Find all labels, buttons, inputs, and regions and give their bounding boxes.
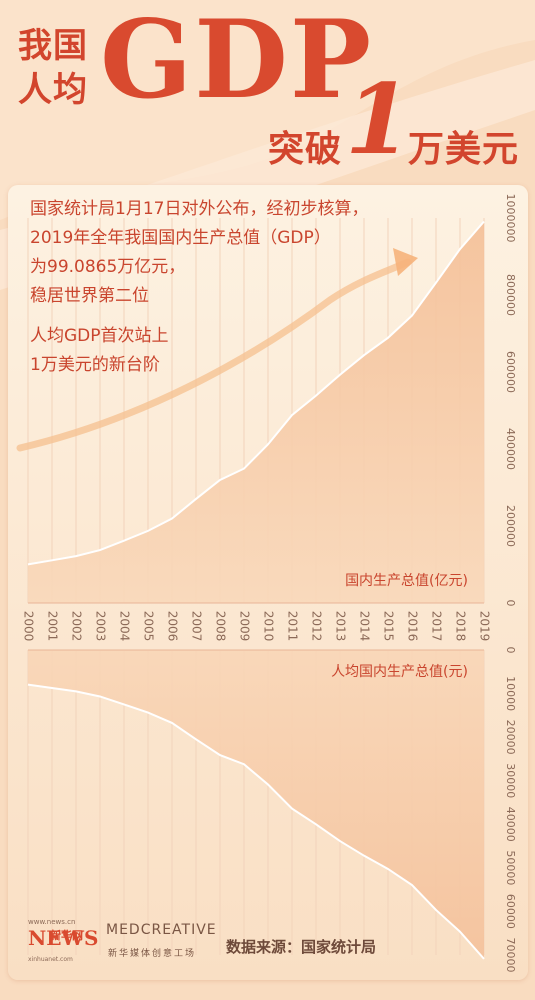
per-capita-area xyxy=(28,650,484,959)
x-tick-label: 2016 xyxy=(406,611,420,642)
y-tick-label-top: 200000 xyxy=(504,505,517,547)
logo2-main: MEDCREATIVE xyxy=(106,922,217,938)
x-tick-label: 2003 xyxy=(94,611,108,642)
y-axis-label-bottom: 人均国内生产总值(元) xyxy=(331,664,468,680)
title-line-1: 我国 xyxy=(18,26,88,66)
y-tick-label-bottom: 40000 xyxy=(504,807,517,842)
logo1-url: www.news.cn xyxy=(28,918,76,926)
y-tick-label-top: 400000 xyxy=(504,428,517,470)
y-tick-label-top: 1000000 xyxy=(504,194,517,243)
x-tick-label: 2012 xyxy=(310,611,324,642)
highlight-text: 人均GDP首次站上 1万美元的新台阶 xyxy=(30,322,330,380)
x-tick-label: 2014 xyxy=(358,611,372,642)
title-line-2: 人均 xyxy=(18,70,88,110)
x-tick-label: 2015 xyxy=(382,611,396,642)
y-axis-label-top: 国内生产总值(亿元) xyxy=(345,573,468,589)
x-tick-label: 2004 xyxy=(118,611,132,642)
trend-arrow xyxy=(16,258,412,452)
x-tick-label: 2008 xyxy=(214,611,228,642)
x-tick-label: 2010 xyxy=(262,611,276,642)
title-line-3b: 万美元 xyxy=(408,129,520,170)
per-capita-line xyxy=(27,683,485,960)
x-tick-label: 2009 xyxy=(238,611,252,642)
gdp-area xyxy=(28,221,484,603)
x-tick-label: 2001 xyxy=(46,611,60,642)
xinhuanet-logo: www.news.cn NEWS 新华网 xinhuanet.com xyxy=(28,918,100,966)
y-tick-label-top: 800000 xyxy=(504,274,517,316)
x-tick-label: 2000 xyxy=(22,611,36,642)
x-tick-label: 2013 xyxy=(334,611,348,642)
x-tick-label: 2011 xyxy=(286,611,300,642)
y-tick-label-bottom: 60000 xyxy=(504,894,517,929)
y-tick-label-bottom: 70000 xyxy=(504,938,517,973)
trend-arrow-head xyxy=(393,248,418,276)
x-tick-label: 2007 xyxy=(190,611,204,642)
logo1-sub: xinhuanet.com xyxy=(28,956,73,963)
x-tick-label: 2005 xyxy=(142,611,156,642)
highlight-line-2: 1万美元的新台阶 xyxy=(30,355,160,375)
data-source: 数据来源：国家统计局 xyxy=(226,938,377,956)
y-tick-label-bottom: 30000 xyxy=(504,763,517,798)
logo1-cn: 新华网 xyxy=(50,929,83,942)
x-tick-label: 2002 xyxy=(70,611,84,642)
highlight-line-1: 人均GDP首次站上 xyxy=(30,326,169,346)
intro-text: 国家统计局1月17日对外公布，经初步核算， 2019年全年我国国内生产总值（GD… xyxy=(30,195,390,311)
title-line-3a: 突破 xyxy=(268,129,343,170)
x-tick-label: 2006 xyxy=(166,611,180,642)
x-tick-label: 2019 xyxy=(478,611,492,642)
title-block: 我国 人均 GDP 突破 1 万美元 xyxy=(0,0,535,180)
intro-line-2: 2019年全年我国国内生产总值（GDP） xyxy=(30,228,331,248)
gdp-line xyxy=(27,220,485,566)
title-gdp: GDP xyxy=(100,0,374,123)
intro-line-4: 稳居世界第二位 xyxy=(30,286,149,306)
intro-line-1: 国家统计局1月17日对外公布，经初步核算， xyxy=(30,199,369,219)
medcreative-logo: MEDCREATIVE 新华媒体创意工场 xyxy=(106,922,216,966)
intro-line-3: 为99.0865万亿元， xyxy=(30,257,186,277)
logo1-news: NEWS xyxy=(28,926,99,950)
y-tick-label-top: 0 xyxy=(504,600,517,607)
x-tick-label: 2017 xyxy=(430,611,444,642)
y-tick-label-top: 600000 xyxy=(504,351,517,393)
y-tick-label-bottom: 0 xyxy=(504,647,517,654)
y-tick-label-bottom: 20000 xyxy=(504,720,517,755)
title-one: 1 xyxy=(345,63,412,176)
x-tick-label: 2018 xyxy=(454,611,468,642)
y-tick-label-bottom: 50000 xyxy=(504,850,517,885)
y-tick-label-bottom: 10000 xyxy=(504,676,517,711)
logo2-cn: 新华媒体创意工场 xyxy=(108,949,197,959)
